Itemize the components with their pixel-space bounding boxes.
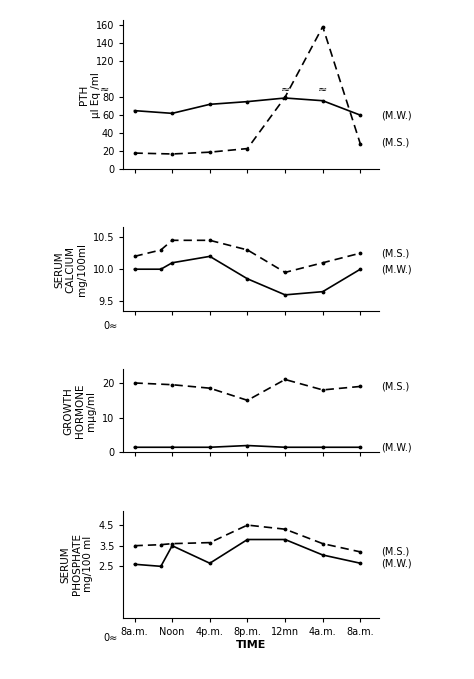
Text: (M.S.): (M.S.) bbox=[381, 137, 410, 147]
Text: 0≈: 0≈ bbox=[104, 633, 118, 643]
Text: (M.S.): (M.S.) bbox=[381, 382, 410, 392]
Text: ≈: ≈ bbox=[281, 86, 290, 95]
Y-axis label: GROWTH
HORMONE
mμg/ml: GROWTH HORMONE mμg/ml bbox=[63, 384, 96, 438]
Text: (M.W.): (M.W.) bbox=[381, 110, 412, 120]
Y-axis label: SERUM
PHOSPHATE
mg/100 ml: SERUM PHOSPHATE mg/100 ml bbox=[60, 533, 93, 595]
Y-axis label: SERUM
CALCIUM
mg/100ml: SERUM CALCIUM mg/100ml bbox=[54, 242, 87, 295]
Text: (M.S.): (M.S.) bbox=[381, 248, 410, 258]
Y-axis label: PTH
μl Eq /ml: PTH μl Eq /ml bbox=[79, 72, 101, 117]
Text: ≈: ≈ bbox=[318, 86, 328, 95]
X-axis label: TIME: TIME bbox=[236, 640, 266, 650]
Text: (M.W.): (M.W.) bbox=[381, 442, 412, 452]
Text: (M.W.): (M.W.) bbox=[381, 558, 412, 568]
Text: (M.S.): (M.S.) bbox=[381, 547, 410, 557]
Text: ≈: ≈ bbox=[100, 86, 109, 95]
Text: (M.W.): (M.W.) bbox=[381, 264, 412, 274]
Text: 0≈: 0≈ bbox=[104, 321, 118, 331]
